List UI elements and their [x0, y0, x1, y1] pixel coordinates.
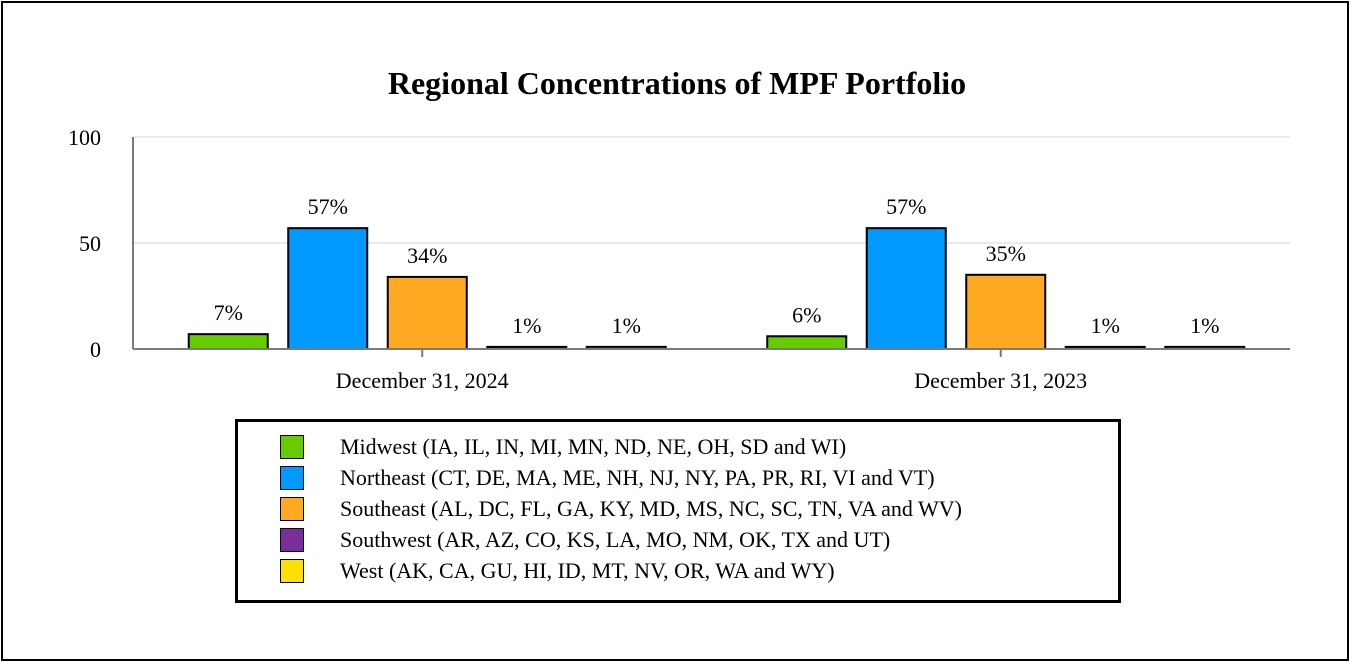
legend-item: Southwest (AR, AZ, CO, KS, LA, MO, NM, O…: [280, 527, 890, 553]
data-label: 1%: [1190, 313, 1219, 338]
legend-label: West (AK, CA, GU, HI, ID, MT, NV, OR, WA…: [340, 558, 835, 583]
y-tick-label: 50: [79, 231, 101, 256]
data-label: 57%: [308, 194, 348, 219]
bar: [865, 227, 947, 350]
data-label: 1%: [512, 313, 541, 338]
legend-item: Midwest (IA, IL, IN, MI, MN, ND, NE, OH,…: [280, 434, 846, 460]
legend-item: West (AK, CA, GU, HI, ID, MT, NV, OR, WA…: [280, 558, 835, 584]
legend-swatch: [280, 466, 304, 490]
bar: [187, 333, 269, 351]
legend-item: Northeast (CT, DE, MA, ME, NH, NJ, NY, P…: [280, 465, 935, 491]
bar: [965, 273, 1047, 350]
bar: [766, 335, 848, 350]
bar: [386, 275, 468, 351]
legend-item: Southeast (AL, DC, FL, GA, KY, MD, MS, N…: [280, 496, 962, 522]
data-label: 35%: [986, 241, 1026, 266]
chart: Regional Concentrations of MPF Portfolio…: [68, 65, 1290, 393]
legend-swatch: [280, 528, 304, 552]
legend-swatch: [280, 497, 304, 521]
legend-label: Northeast (CT, DE, MA, ME, NH, NJ, NY, P…: [340, 465, 935, 490]
chart-title: Regional Concentrations of MPF Portfolio: [388, 65, 966, 101]
x-category-label: December 31, 2024: [336, 368, 509, 393]
axes: 0 50 100 December 31, 2024 December 31, 2023: [68, 125, 1290, 393]
legend-label: Midwest (IA, IL, IN, MI, MN, ND, NE, OH,…: [340, 434, 847, 459]
gridlines: [133, 136, 1290, 244]
y-tick-label: 100: [68, 125, 101, 150]
bars: 7% 57% 34% 1% 1% 6% 57% 35% 1% 1%: [187, 194, 1246, 351]
data-label: 57%: [886, 194, 926, 219]
data-label: 34%: [407, 243, 447, 268]
legend: Midwest (IA, IL, IN, MI, MN, ND, NE, OH,…: [235, 419, 1121, 603]
data-label: 7%: [214, 300, 243, 325]
legend-label: Southwest (AR, AZ, CO, KS, LA, MO, NM, O…: [340, 527, 891, 552]
data-label: 6%: [792, 302, 821, 327]
data-label: 1%: [612, 313, 641, 338]
legend-swatch: [280, 435, 304, 459]
data-label: 1%: [1091, 313, 1120, 338]
y-tick-label: 0: [90, 337, 101, 362]
bar: [287, 227, 369, 350]
x-category-label: December 31, 2023: [914, 368, 1087, 393]
legend-label: Southeast (AL, DC, FL, GA, KY, MD, MS, N…: [340, 496, 962, 521]
legend-swatch: [280, 559, 304, 583]
